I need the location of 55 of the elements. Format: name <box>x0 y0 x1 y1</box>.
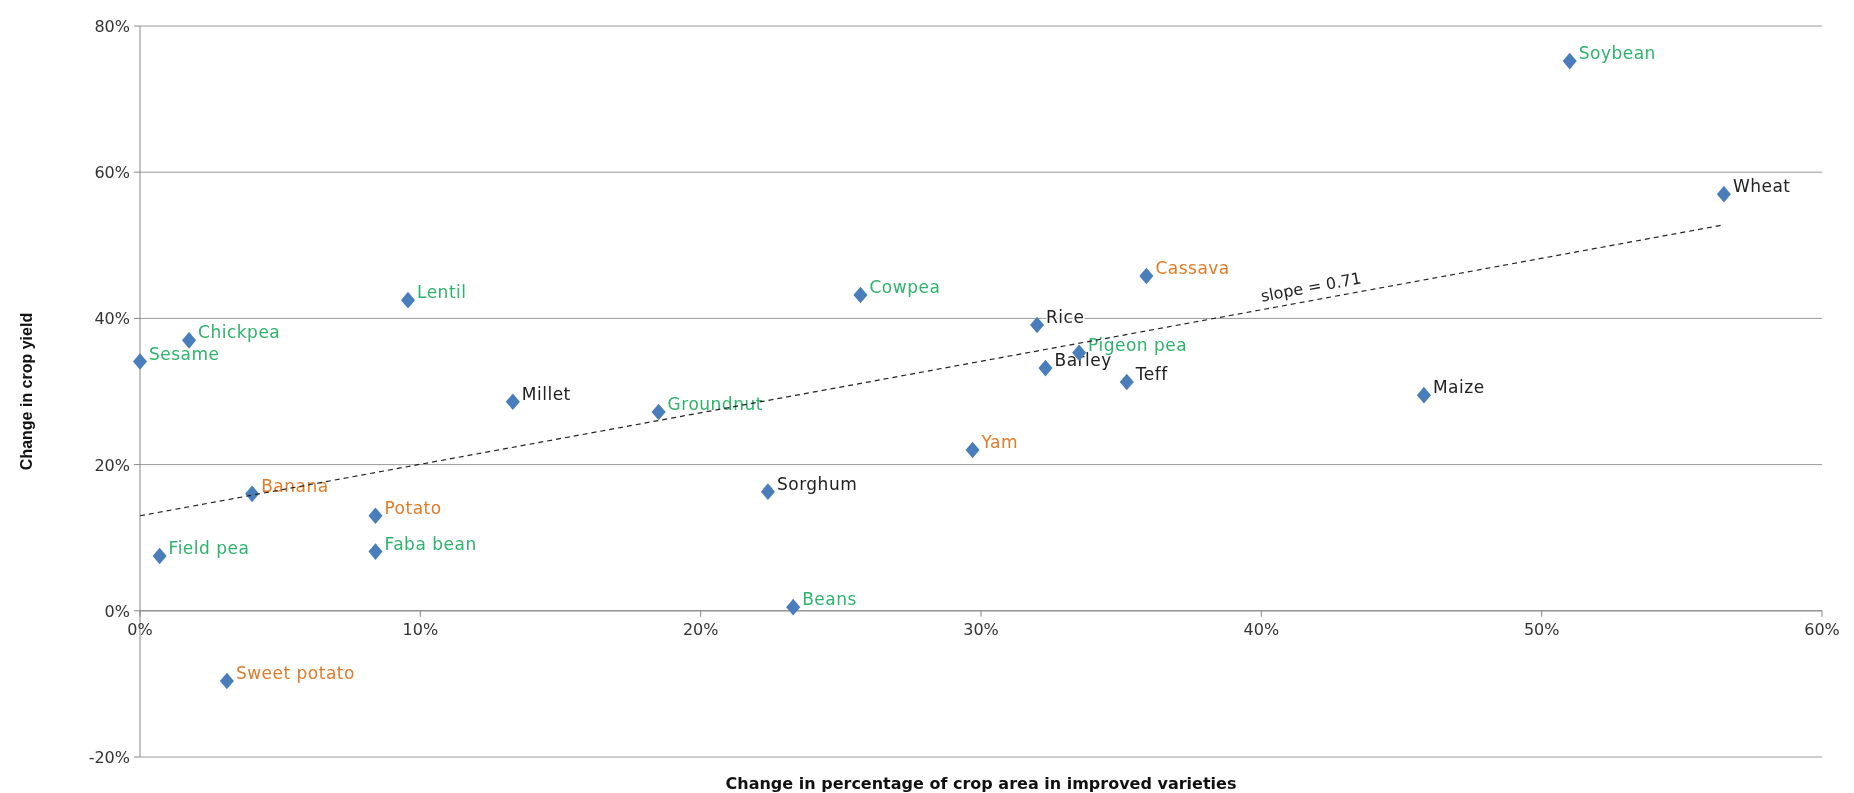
x-tick-label: 0% <box>127 619 153 639</box>
point <box>505 393 520 411</box>
data-label: Sesame <box>149 343 220 364</box>
y-tick-label: 60% <box>94 163 130 183</box>
point <box>786 598 801 616</box>
point <box>368 543 383 560</box>
point <box>1038 359 1053 377</box>
data-label: Cassava <box>1155 258 1230 278</box>
point <box>368 507 383 525</box>
y-tick-label: -20% <box>88 748 130 767</box>
point <box>152 547 167 565</box>
point <box>1416 386 1431 404</box>
data-label: Groundnut <box>667 393 763 414</box>
point <box>245 485 260 503</box>
point <box>400 291 416 309</box>
data-label: Millet <box>521 383 571 404</box>
point <box>1139 267 1154 285</box>
data-label: Sorghum <box>776 473 858 494</box>
data-label: Wheat <box>1732 176 1791 197</box>
data-label: Soybean <box>1578 43 1656 64</box>
y-tick-label: 80% <box>94 17 130 36</box>
data-label: Maize <box>1432 377 1485 398</box>
x-tick-label: 10% <box>402 619 439 639</box>
point <box>219 672 234 690</box>
point <box>965 441 980 459</box>
data-label: Potato <box>384 497 442 518</box>
point <box>853 286 868 304</box>
point <box>1716 185 1731 203</box>
data-label: Field pea <box>168 537 250 558</box>
point <box>1030 316 1045 334</box>
annotation: slope = 0.71 <box>1259 268 1363 306</box>
data-label: Yam <box>980 431 1019 452</box>
data-label: Teff <box>1134 364 1169 384</box>
point <box>1562 52 1577 70</box>
point <box>760 483 775 500</box>
data-label: Sweet potato <box>235 662 355 683</box>
y-axis-title: Change in crop yield <box>18 312 35 471</box>
data-label: Faba bean <box>384 533 477 554</box>
x-tick-label: 30% <box>963 619 999 639</box>
x-tick-label: 50% <box>1523 619 1560 639</box>
data-label: Beans <box>802 589 857 610</box>
data-label: Cowpea <box>869 277 941 298</box>
x-tick-label: 60% <box>1804 619 1840 639</box>
data-label: Rice <box>1046 306 1085 327</box>
data-label: Chickpea <box>198 322 281 343</box>
point <box>1119 373 1134 391</box>
point <box>651 403 666 421</box>
y-tick-label: 40% <box>94 309 130 329</box>
x-tick-label: 40% <box>1243 619 1280 639</box>
x-tick-label: 20% <box>682 619 719 639</box>
point <box>132 353 148 370</box>
data-label: Lentil <box>417 282 467 303</box>
y-tick-label: 20% <box>94 455 130 475</box>
y-tick-label: 0% <box>104 601 130 621</box>
x-axis-title: Change in percentage of crop area in improved varieties <box>725 774 1237 793</box>
